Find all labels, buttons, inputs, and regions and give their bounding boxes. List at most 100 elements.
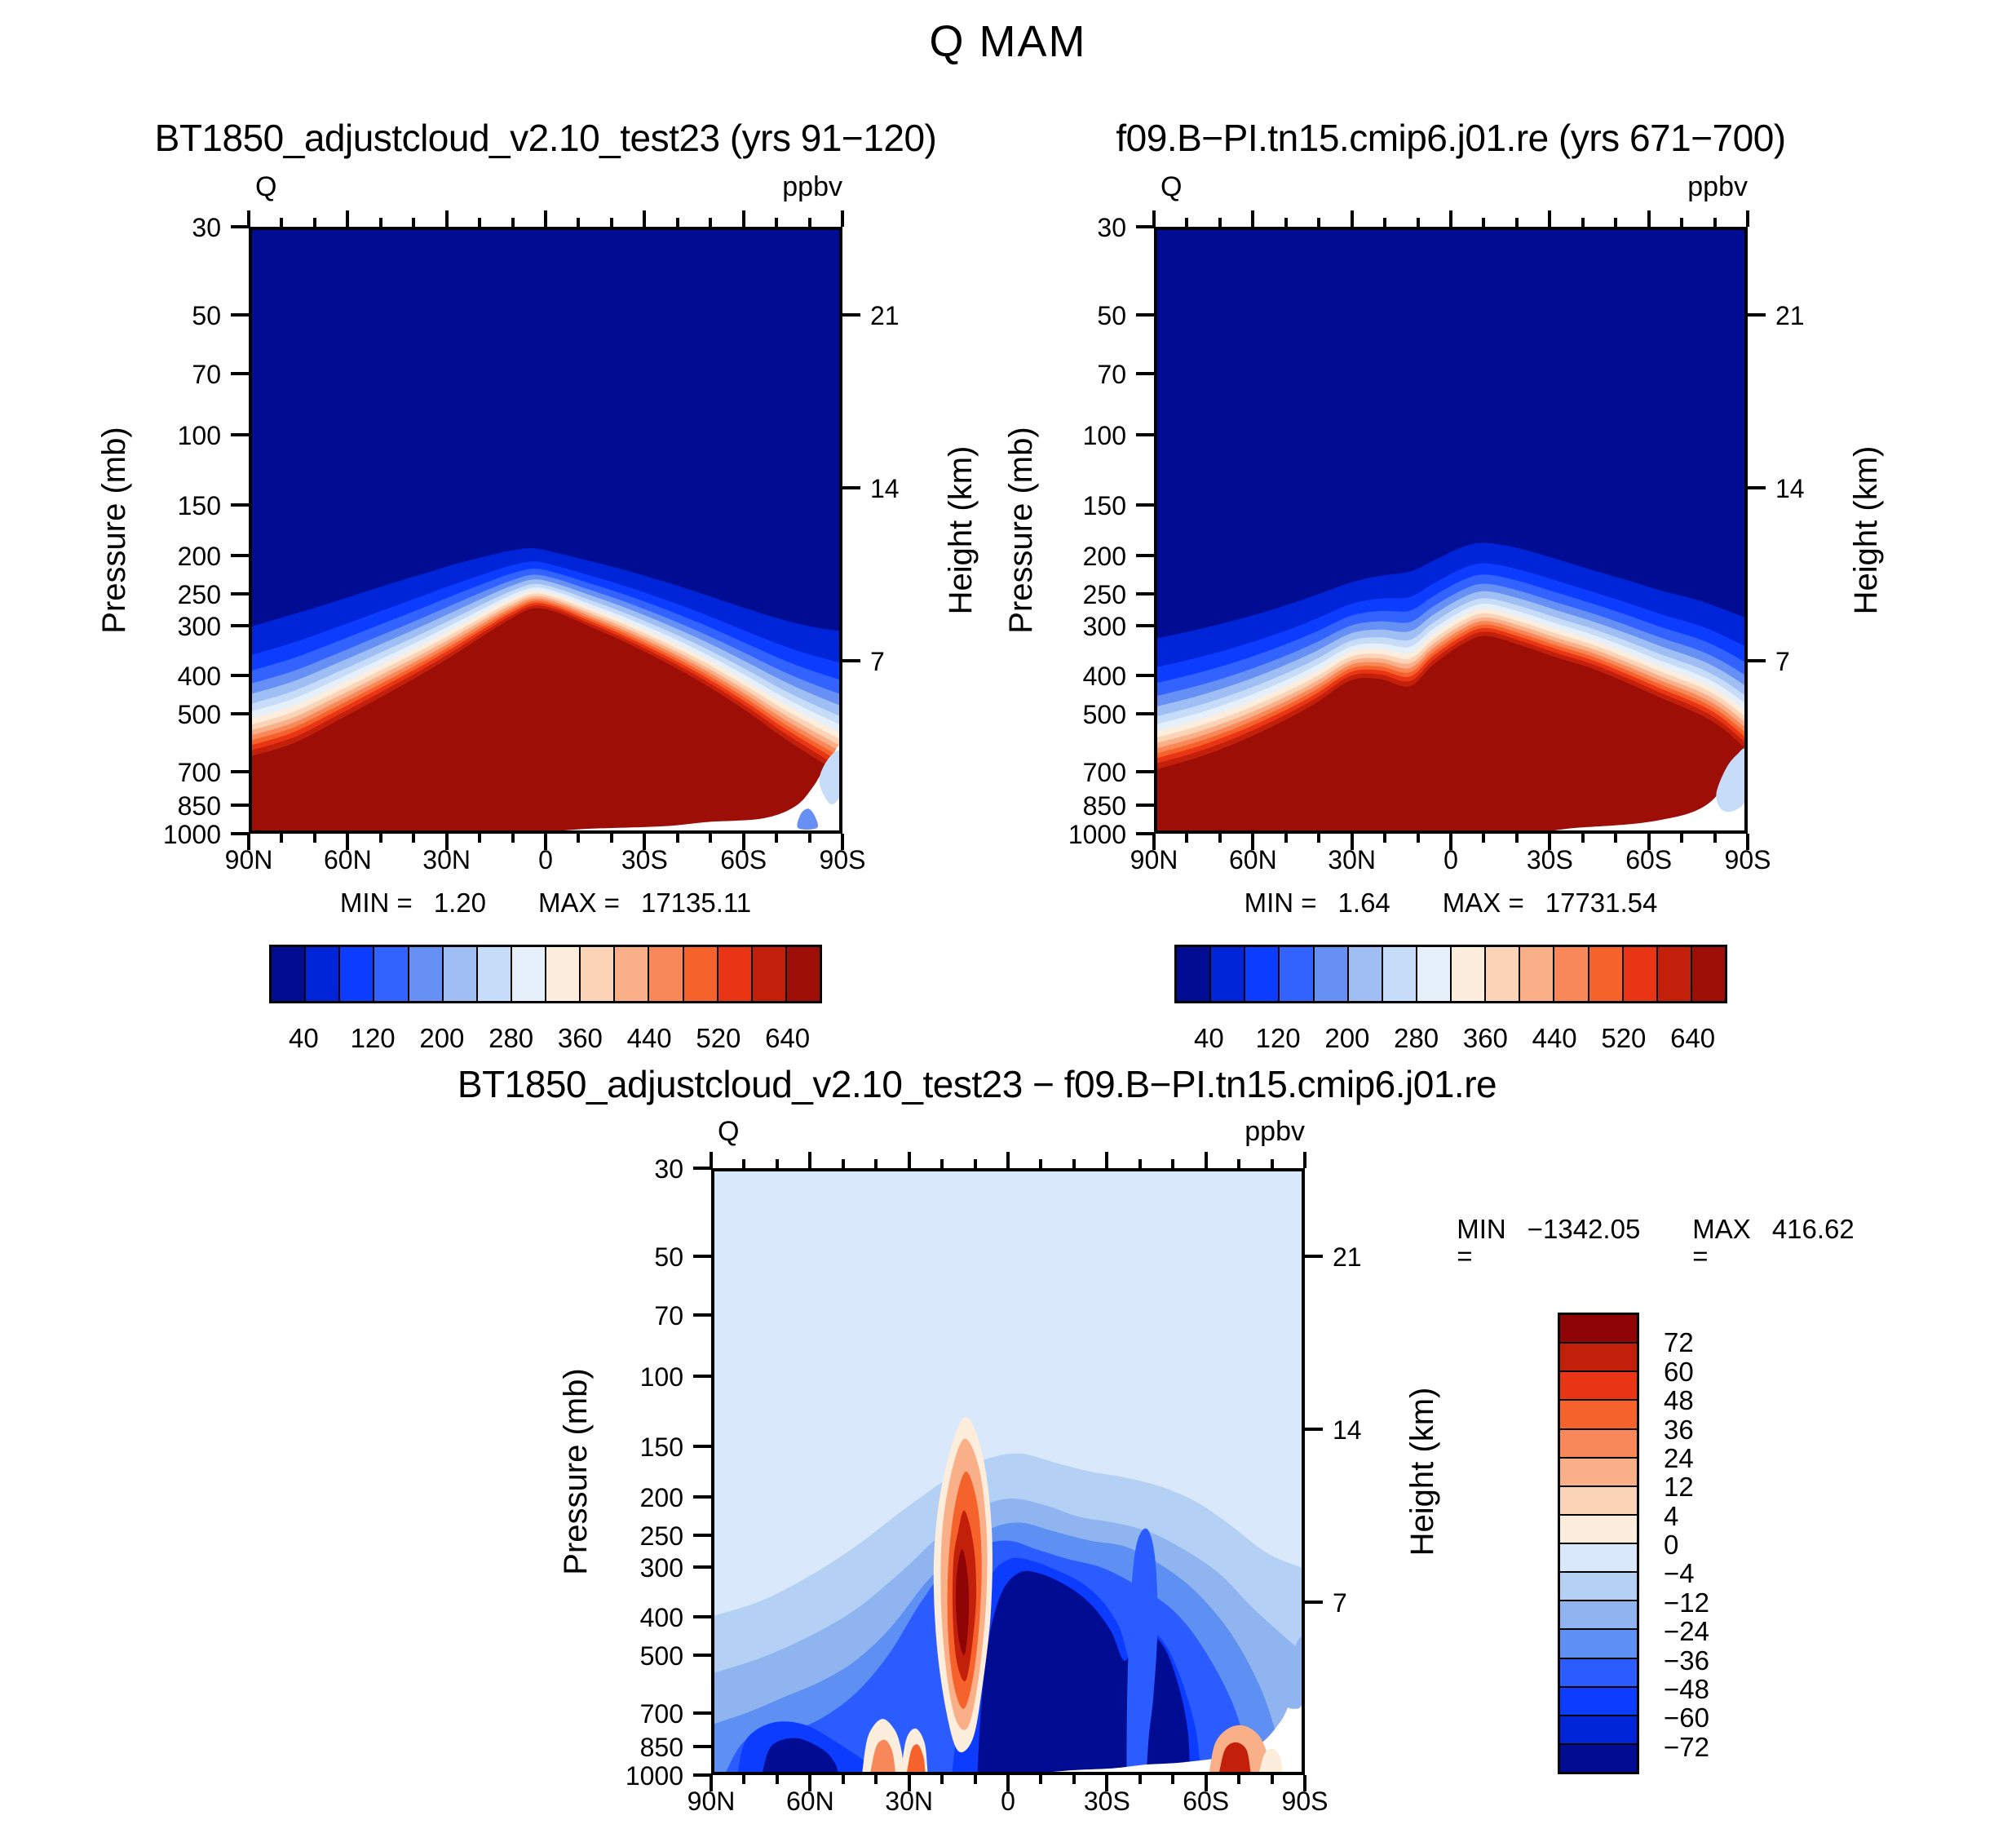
latitude-tick	[1514, 834, 1519, 843]
colorbar-cell	[1553, 947, 1588, 1001]
colorbar-cell	[1560, 1714, 1637, 1743]
contour-band	[1259, 1748, 1283, 1772]
colorbar-label: 0	[1664, 1530, 1679, 1560]
height-tick-label: 21	[870, 300, 900, 330]
pressure-tick-label: 30	[654, 1154, 683, 1184]
pressure-tick	[231, 623, 249, 627]
latitude-tick	[775, 1159, 779, 1168]
pressure-tick	[231, 553, 249, 557]
pressure-tick	[693, 1255, 711, 1259]
colorbar-label: 360	[557, 1023, 603, 1053]
colorbar-label: 12	[1664, 1472, 1694, 1503]
min-value: 1.20	[433, 888, 487, 918]
latitude-tick	[807, 834, 811, 843]
panel-left-units-label: ppbv	[782, 171, 842, 202]
latitude-tick	[808, 1775, 812, 1791]
max-label: MAX =	[538, 888, 620, 918]
latitude-tick-label: 60S	[1625, 845, 1673, 874]
colorbar-cell	[1381, 947, 1416, 1001]
latitude-tick-label: 30N	[1328, 845, 1377, 874]
panel-right-title: f09.B−PI.tn15.cmip6.j01.re (yrs 671−700)	[1116, 117, 1786, 159]
pressure-tick	[1136, 673, 1154, 677]
latitude-tick-label: 90N	[1130, 845, 1178, 874]
min-value: 1.64	[1337, 888, 1390, 918]
colorbar-cell	[785, 947, 820, 1001]
colorbar-cell	[1415, 947, 1450, 1001]
contour-band	[1554, 747, 1744, 830]
latitude-tick	[280, 834, 284, 843]
latitude-tick-label: 30N	[422, 845, 471, 874]
latitude-tick	[1039, 1159, 1043, 1168]
pressure-tick-label: 50	[192, 301, 221, 331]
pressure-tick-label: 150	[177, 491, 221, 521]
latitude-tick	[808, 1152, 812, 1168]
contour-plot-right	[1154, 227, 1748, 834]
contour-band	[252, 608, 839, 830]
latitude-tick	[544, 834, 547, 850]
height-tick-label: 21	[1333, 1242, 1362, 1272]
latitude-tick	[907, 1152, 911, 1168]
colorbar-label: 120	[350, 1023, 396, 1053]
latitude-tick	[1072, 1159, 1076, 1168]
latitude-tick-label: 0	[538, 845, 553, 874]
pressure-tick	[693, 1773, 711, 1777]
latitude-tick	[1416, 218, 1420, 227]
colorbar-cell	[1560, 1456, 1637, 1485]
latitude-tick	[247, 210, 250, 227]
latitude-tick	[1152, 834, 1156, 850]
pressure-tick	[1136, 804, 1154, 808]
latitude-tick	[1350, 210, 1354, 227]
max-value: 17135.11	[640, 888, 752, 918]
pressure-tick	[693, 1313, 711, 1317]
latitude-tick	[478, 218, 482, 227]
contour-band	[797, 808, 819, 830]
pressure-tick	[693, 1533, 711, 1537]
latitude-tick	[1548, 210, 1552, 227]
colorbar-cell	[545, 947, 580, 1001]
latitude-tick	[1237, 1775, 1241, 1784]
colorbar-label: 360	[1462, 1023, 1508, 1053]
pressure-tick	[231, 433, 249, 437]
min-value: −1342.05	[1527, 1214, 1641, 1244]
latitude-tick-label: 90N	[224, 845, 273, 874]
pressure-tick-label: 850	[1082, 791, 1126, 821]
latitude-tick	[346, 210, 350, 227]
latitude-tick	[1185, 834, 1189, 843]
latitude-tick	[775, 1775, 779, 1784]
latitude-tick	[710, 1152, 713, 1168]
latitude-tick	[312, 834, 316, 843]
colorbar-cell	[613, 947, 648, 1001]
pressure-tick-label: 1000	[625, 1761, 683, 1791]
pressure-tick-label: 700	[177, 758, 221, 788]
height-tick	[1305, 1254, 1323, 1258]
latitude-tick	[544, 210, 547, 227]
latitude-tick	[412, 834, 416, 843]
pressure-tick-label: 200	[1082, 541, 1126, 571]
latitude-tick-label: 90S	[1724, 845, 1771, 874]
latitude-tick	[940, 1159, 944, 1168]
latitude-tick	[807, 218, 811, 227]
pressure-tick-label: 700	[639, 1699, 683, 1729]
latitude-tick	[1614, 218, 1618, 227]
colorbar-label: 4	[1664, 1500, 1679, 1531]
colorbar-label: 520	[1601, 1023, 1647, 1053]
pressure-tick	[693, 1375, 711, 1379]
colorbar-cell	[1560, 1315, 1637, 1343]
panel-diff-variable-label: Q	[718, 1116, 740, 1147]
latitude-tick	[1006, 1775, 1010, 1791]
latitude-tick	[1171, 1775, 1175, 1784]
pressure-tick-label: 50	[1097, 301, 1126, 331]
latitude-tick	[1138, 1775, 1142, 1784]
pressure-tick-label: 30	[1097, 213, 1126, 242]
max-value: 17731.54	[1545, 888, 1658, 918]
pressure-tick	[231, 371, 249, 375]
contour-band	[763, 1738, 838, 1772]
latitude-tick	[1746, 210, 1749, 227]
latitude-tick	[1482, 834, 1486, 843]
colorbar-cell	[716, 947, 751, 1001]
colorbar-cell	[1656, 947, 1691, 1001]
colorbar-cell	[1560, 1370, 1637, 1400]
latitude-tick-label: 30S	[621, 845, 668, 874]
colorbar-cell	[1690, 947, 1725, 1001]
